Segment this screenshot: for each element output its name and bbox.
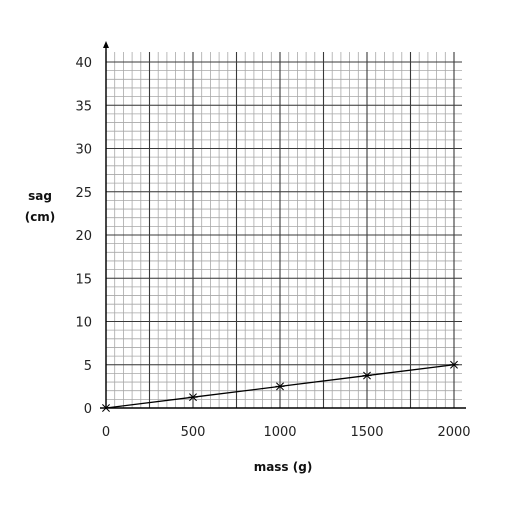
data-point-marker (449, 360, 459, 369)
y-tick-label: 35 (75, 99, 92, 114)
axes (100, 41, 466, 409)
y-axis-arrowhead (103, 41, 109, 48)
y-axis-title-line-1: sag (28, 189, 52, 203)
data-point-marker (101, 404, 111, 412)
y-tick-label: 25 (75, 186, 92, 201)
marker-stroke (189, 393, 197, 402)
x-tick-label: 500 (181, 425, 206, 440)
y-tick-label: 0 (84, 402, 92, 417)
y-tick-labels: 0 5 10 15 20 25 30 35 40 (75, 56, 92, 417)
major-gridlines (105, 52, 462, 409)
data-series (101, 360, 459, 412)
y-tick-label: 10 (75, 316, 92, 331)
x-tick-label: 1000 (263, 425, 296, 440)
y-tick-label: 5 (84, 359, 92, 374)
marker-stroke (102, 404, 110, 412)
y-tick-label: 20 (75, 229, 92, 244)
y-tick-label: 40 (75, 56, 92, 71)
x-axis-title: mass (g) (254, 460, 313, 474)
marker-stroke (276, 382, 284, 391)
data-point-marker (275, 382, 285, 391)
y-tick-label: 30 (75, 143, 92, 158)
data-point-marker (362, 371, 372, 380)
x-tick-label: 1500 (350, 425, 383, 440)
x-tick-label: 2000 (437, 425, 470, 440)
x-tick-label: 0 (102, 425, 110, 440)
y-tick-label: 15 (75, 272, 92, 287)
y-axis-title-line-2: (cm) (25, 210, 56, 224)
data-point-marker (188, 393, 198, 402)
marker-stroke (363, 371, 371, 380)
x-tick-labels: 0 500 1000 1500 2000 (102, 425, 471, 440)
marker-stroke (450, 360, 458, 369)
